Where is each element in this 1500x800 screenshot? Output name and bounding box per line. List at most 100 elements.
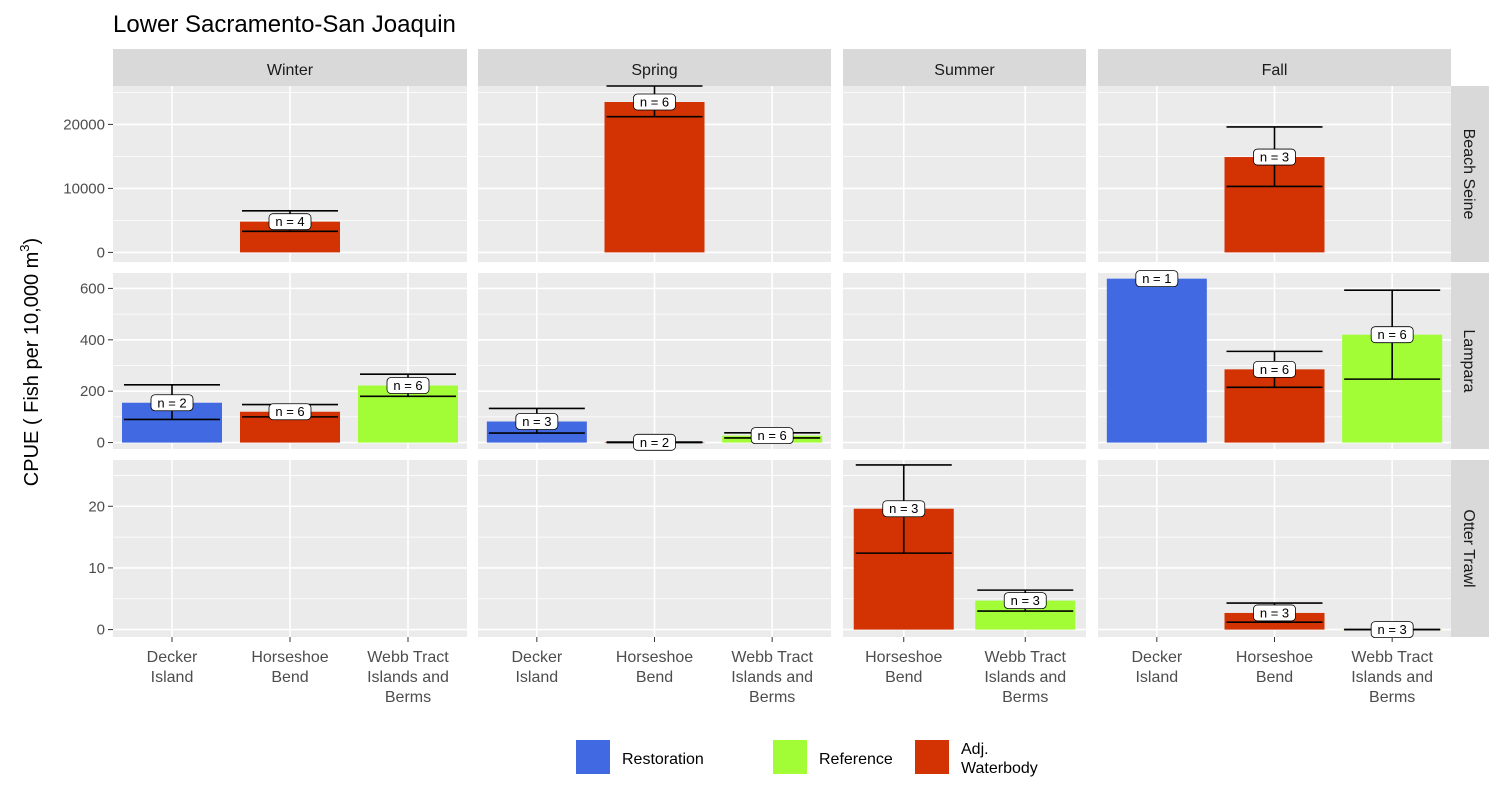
x-tick-label-line: Horseshoe [616,649,693,666]
x-tick-label-line: Berms [385,689,431,706]
x-tick-label-line: Island [515,669,558,686]
y-tick-label: 10 [88,560,105,577]
strip-label-lampara: Lampara [1460,329,1477,392]
n-label: n = 6 [758,428,787,443]
panel-summer-beach-seine [843,86,1086,262]
x-tick-label-line: Islands and [1351,669,1433,686]
x-tick-label-line: Bend [636,669,673,686]
n-label: n = 3 [889,501,918,516]
n-label-box [750,427,794,445]
x-tick-label-summer-horseshoe-bend: Horseshoe Bend [865,649,942,686]
legend: Restoration Reference Adj. Waterbody [576,740,1038,777]
x-tick-label-line: Bend [885,669,922,686]
legend-item-restoration: Restoration [576,740,704,774]
n-label-box [515,413,559,430]
n-label: n = 6 [1378,327,1407,342]
n-label-box [1253,604,1296,622]
n-label-box [386,377,430,394]
x-tick-label-line: Horseshoe [251,649,328,666]
x-tick-label-line: Horseshoe [865,649,942,666]
n-label-box [1370,326,1414,344]
y-tick-label: 0 [97,244,105,261]
n-label-box [1370,621,1414,638]
n-label: n = 3 [522,414,551,429]
x-tick-label-line: Berms [749,689,795,706]
x-tick-label-line: Webb Tract [731,649,813,666]
bar-spring-lampara-1: n = 2 [604,433,705,451]
x-tick-label-line: Island [151,669,194,686]
strip-label-winter: Winter [267,62,314,79]
n-label-box [1253,148,1296,166]
bar-summer-otter-trawl-0: n = 3 [853,464,954,630]
strip-otter-trawl [1451,460,1489,637]
strip-label-fall: Fall [1262,62,1288,79]
legend-label-line: Restoration [622,751,704,768]
x-tick-label-line: Berms [1369,689,1415,706]
legend-label-line: Reference [819,751,893,768]
y-tick-label: 20 [88,498,105,515]
x-tick-label-line: Webb Tract [1351,649,1433,666]
x-tick-label-fall-decker-island: Decker Island [1131,649,1182,686]
x-tick-label-winter-webb-tract-islands-and-berms: Webb Tract Islands and Berms [367,649,449,706]
strip-summer [843,49,1086,86]
bar-winter-lampara-1: n = 6 [240,403,340,443]
bar-spring-lampara-2: n = 6 [722,427,823,445]
legend-label-restoration: Restoration [622,751,704,768]
strip-label-summer: Summer [934,62,995,79]
bar-fall-otter-trawl-1: n = 3 [1224,602,1325,630]
x-tick-label-line: Webb Tract [367,649,449,666]
bar-spring-lampara-0: n = 3 [486,407,587,443]
strip-lampara [1451,273,1489,449]
x-tick-label-spring-horseshoe-bend: Horseshoe Bend [616,649,693,686]
bar-fall-beach-seine-1: n = 3 [1224,126,1325,253]
strip-winter [113,49,467,86]
legend-item-reference: Reference [773,740,893,774]
legend-key-adj-waterbody [915,740,949,774]
strip-label-otter-trawl: Otter Trawl [1460,509,1477,587]
n-label-box [1135,270,1179,288]
panel-summer-lampara [843,273,1086,449]
y-axis-label-suffix: ) [21,238,43,245]
x-tick-label-line: Islands and [731,669,813,686]
n-label-box [150,394,194,412]
bar-rect [604,102,705,253]
x-tick-label-line: Decker [1131,649,1182,666]
n-label: n = 3 [1260,605,1289,620]
x-tick-label-line: Island [1135,669,1178,686]
y-tick-label: 0 [97,622,105,639]
n-label: n = 6 [275,404,304,419]
y-axis-label-superscript: 3 [17,244,32,251]
strip-fall [1098,49,1451,86]
x-tick-label-winter-horseshoe-bend: Horseshoe Bend [251,649,328,686]
x-tick-label-line: Decker [511,649,562,666]
n-label: n = 6 [1260,362,1289,377]
x-tick-label-line: Berms [1002,689,1048,706]
y-tick-label: 20000 [63,116,105,133]
y-tick-label: 10000 [63,180,105,197]
n-label: n = 6 [640,95,669,110]
x-tick-label-line: Horseshoe [1236,649,1313,666]
n-label-box [1253,360,1296,378]
y-tick-label: 0 [97,435,105,452]
n-label: n = 1 [1142,271,1171,286]
y-tick-label: 400 [80,332,105,349]
n-label: n = 3 [1260,150,1289,165]
n-label-box [1003,592,1047,610]
legend-label-line: Waterbody [961,760,1038,777]
legend-key-restoration [576,740,610,774]
legend-label-reference: Reference [819,751,893,768]
legend-key-reference [773,740,807,774]
n-label-box [633,93,676,111]
legend-item-adj-waterbody: Adj. Waterbody [915,740,1038,777]
bar-fall-lampara-2: n = 6 [1342,289,1443,443]
bar-winter-lampara-2: n = 6 [358,373,458,443]
x-tick-label-line: Islands and [984,669,1066,686]
x-tick-label-spring-webb-tract-islands-and-berms: Webb Tract Islands and Berms [731,649,813,706]
bar-summer-otter-trawl-1: n = 3 [975,589,1076,630]
x-tick-label-spring-decker-island: Decker Island [511,649,562,686]
bar-fall-lampara-0: n = 1 [1106,270,1207,443]
bar-winter-beach-seine-1: n = 4 [240,210,340,253]
legend-label-line: Adj. [961,741,989,758]
n-label: n = 2 [157,395,186,410]
